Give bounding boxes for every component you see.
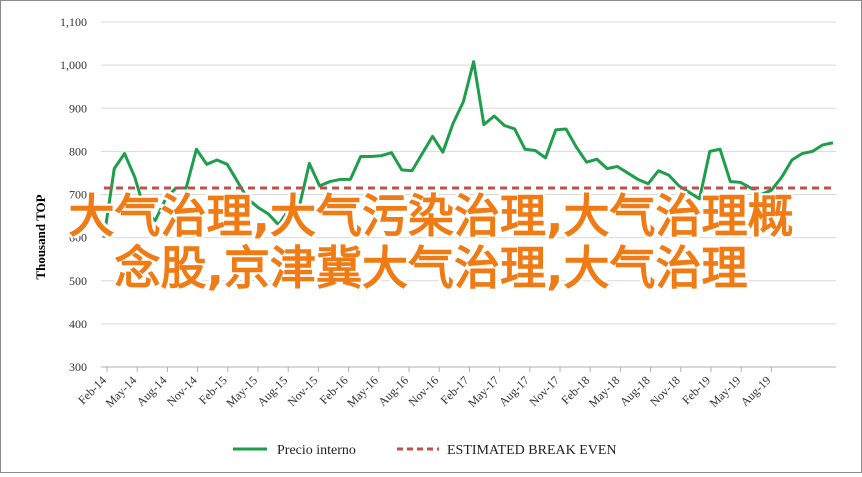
- x-tick-label: May-18: [586, 373, 623, 410]
- y-axis-label: Thousand TOP: [33, 194, 48, 279]
- x-tick-label: Aug-17: [496, 373, 532, 409]
- x-tick-label: Aug-19: [738, 373, 774, 409]
- series-line-precio-interno: [104, 62, 833, 238]
- y-tick-label: 800: [69, 144, 87, 158]
- series-precio-interno: [104, 62, 833, 238]
- legend-label-precio-interno: Precio interno: [277, 443, 356, 458]
- series-group: [104, 62, 833, 238]
- y-tick-label: 400: [69, 317, 87, 331]
- x-tick-label: May-15: [223, 373, 260, 410]
- axes: [101, 367, 836, 372]
- gridlines: [101, 22, 836, 367]
- x-tick-label: Aug-15: [254, 373, 290, 409]
- y-tick-label: 600: [69, 231, 87, 245]
- x-tick-label: May-14: [103, 373, 140, 410]
- x-tick-label: Nov-18: [647, 373, 683, 409]
- x-tick-labels: Feb-14May-14Aug-14Nov-14Feb-15May-15Aug-…: [75, 373, 773, 410]
- x-tick-label: May-16: [344, 373, 381, 410]
- y-tick-label: 900: [69, 101, 87, 115]
- y-tick-labels: 300 400 500 600 700 800 900 1,000 1,100: [60, 15, 87, 374]
- x-tick-label: Nov-16: [405, 373, 441, 409]
- x-tick-label: Aug-18: [617, 373, 653, 409]
- x-tick-label: Nov-14: [164, 373, 200, 409]
- x-tick-label: Aug-16: [375, 373, 411, 409]
- x-tick-label: Aug-14: [134, 373, 170, 409]
- y-tick-label: 1,000: [60, 58, 87, 72]
- x-tick-label: May-17: [465, 373, 502, 410]
- y-tick-label: 300: [69, 360, 87, 374]
- legend: Precio interno ESTIMATED BREAK EVEN: [233, 443, 617, 458]
- x-tick-label: Nov-15: [285, 373, 321, 409]
- y-tick-label: 500: [69, 274, 87, 288]
- legend-label-break-even: ESTIMATED BREAK EVEN: [447, 443, 617, 458]
- x-tick-label: Nov-17: [526, 373, 562, 409]
- y-tick-label: 1,100: [60, 15, 87, 29]
- x-tick-label: May-19: [707, 373, 744, 410]
- y-tick-label: 700: [69, 188, 87, 202]
